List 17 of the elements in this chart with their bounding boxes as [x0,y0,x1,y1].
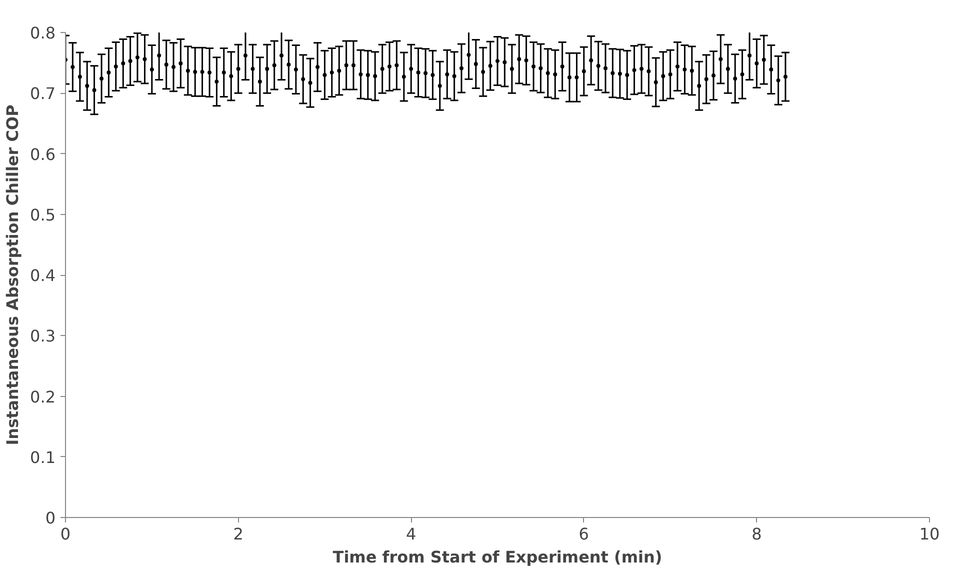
y-tick-label: 0.7 [30,84,56,104]
x-tick-label: 0 [60,524,71,544]
y-tick-label: 0.5 [30,205,56,224]
x-tick-label: 8 [752,524,762,544]
x-tick-label: 2 [233,524,244,544]
x-axis-title: Time from Start of Experiment (min) [332,548,662,566]
y-tick-label: 0.3 [30,326,56,346]
y-tick-label: 0 [45,508,56,528]
y-tick-label: 0.6 [30,144,56,164]
x-tick-label: 6 [578,524,589,544]
x-tick-label: 4 [406,524,416,544]
x-tick-label: 10 [919,524,940,544]
y-tick-label: 0.4 [30,266,56,285]
y-axis-title: Instantaneous Absorption Chiller COP [3,104,22,446]
y-tick-label: 0.8 [30,24,56,42]
y-tick-label: 0.2 [30,387,56,406]
y-tick-label: 0.1 [30,448,56,467]
